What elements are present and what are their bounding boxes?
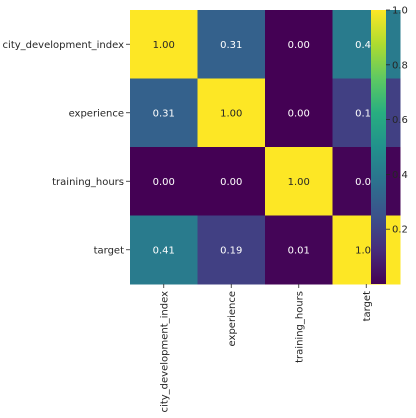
x-tick-label-3: target bbox=[362, 291, 373, 321]
cell-value-label-0-1: 0.31 bbox=[220, 40, 242, 51]
y-axis-tick-labels: city_development_index experience training… bbox=[3, 40, 130, 256]
y-tick-label-2: training_hours bbox=[52, 177, 124, 188]
heatmap-cells: 1.00 0.31 0.00 0.41 0.31 1.00 0.00 0.19 0.00 0.00… bbox=[130, 10, 401, 285]
colorbar-tick-label-3: 0.8 bbox=[392, 60, 408, 71]
y-tick-label-3: target bbox=[94, 245, 124, 256]
cell-value-label-0-2: 0.00 bbox=[288, 40, 310, 51]
colorbar-tick-label-2: 0.6 bbox=[392, 115, 408, 126]
heatmap-cell-0-1 bbox=[197, 10, 266, 79]
heatmap-cell-3-2 bbox=[265, 215, 333, 285]
heatmap-cell-1-1 bbox=[197, 78, 266, 148]
cell-value-label-3-3: 1.00 bbox=[355, 245, 377, 256]
heatmap-cell-0-2 bbox=[265, 10, 333, 79]
y-tick-label-0: city_development_index bbox=[3, 40, 125, 51]
colorbar: 0.2 0.4 0.6 0.8 1.0 bbox=[371, 6, 408, 284]
x-tick-label-2: training_hours bbox=[294, 291, 305, 363]
heatmap-cell-3-0 bbox=[130, 215, 198, 285]
x-tick-label-0: city_development_index bbox=[159, 291, 170, 413]
cell-value-label-1-1: 1.00 bbox=[220, 108, 242, 119]
x-axis-tick-labels: city_development_index experience training… bbox=[159, 284, 373, 412]
cell-value-label-2-0: 0.00 bbox=[153, 177, 175, 188]
cell-value-label-2-3: 0.01 bbox=[355, 177, 377, 188]
y-tick-label-1: experience bbox=[69, 108, 124, 119]
cell-value-label-2-2: 1.00 bbox=[288, 177, 310, 188]
cell-value-label-1-0: 0.31 bbox=[153, 108, 175, 119]
heatmap-cell-2-2 bbox=[265, 147, 333, 216]
heatmap-cell-0-0 bbox=[130, 10, 198, 79]
colorbar-tick-label-1: 0.4 bbox=[392, 170, 408, 181]
colorbar-tick-label-0: 0.2 bbox=[392, 225, 408, 236]
cell-value-label-3-0: 0.41 bbox=[153, 245, 175, 256]
heatmap-cell-2-3 bbox=[332, 147, 401, 216]
colorbar-tick-label-4: 1.0 bbox=[392, 6, 408, 17]
x-tick-label-1: experience bbox=[227, 291, 238, 346]
cell-value-label-0-0: 1.00 bbox=[153, 40, 175, 51]
heatmap-cell-3-1 bbox=[197, 215, 266, 285]
cell-value-label-0-3: 0.41 bbox=[355, 40, 377, 51]
heatmap-cell-1-2 bbox=[265, 78, 333, 148]
heatmap-cell-1-3 bbox=[332, 78, 401, 148]
colorbar-gradient bbox=[371, 10, 386, 284]
cell-value-label-2-1: 0.00 bbox=[220, 177, 242, 188]
cell-value-label-1-3: 0.19 bbox=[355, 108, 377, 119]
cell-value-label-3-1: 0.19 bbox=[220, 245, 242, 256]
heatmap-cell-0-3 bbox=[332, 10, 401, 79]
cell-value-label-1-2: 0.00 bbox=[288, 108, 310, 119]
heatmap-cell-1-0 bbox=[130, 78, 198, 148]
cell-value-label-3-2: 0.01 bbox=[288, 245, 310, 256]
heatmap-cell-2-0 bbox=[130, 147, 198, 216]
heatmap-cell-3-3 bbox=[332, 215, 401, 285]
heatmap-cell-2-1 bbox=[197, 147, 266, 216]
